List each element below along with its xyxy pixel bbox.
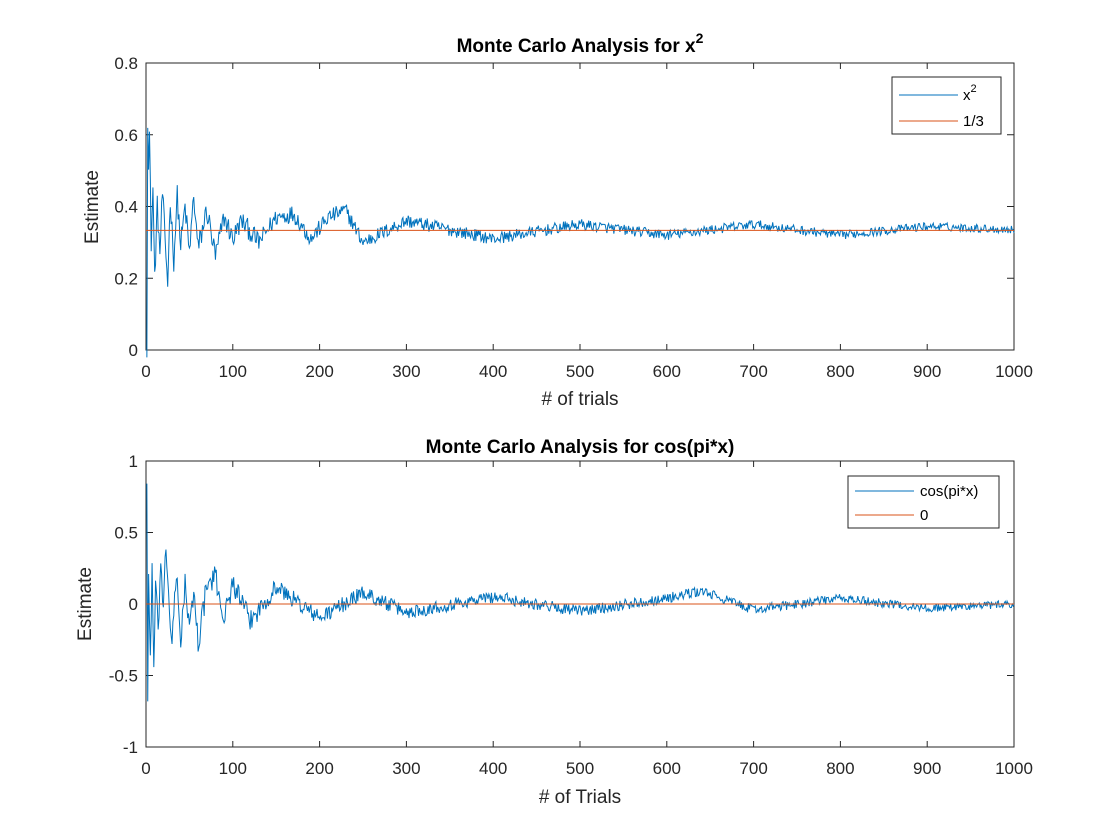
y-ticks: 0 0.2 0.4 0.6 0.8 xyxy=(114,54,1014,360)
x-tick-label: 1000 xyxy=(995,759,1033,778)
x-tick-label: 0 xyxy=(141,759,150,778)
x-tick-label: 400 xyxy=(479,759,507,778)
chart-title: Monte Carlo Analysis for x2 xyxy=(457,30,704,57)
legend-box xyxy=(847,475,1000,529)
x-tick-label: 200 xyxy=(305,759,333,778)
x-tick-label: 300 xyxy=(392,759,420,778)
legend: x2 1/3 xyxy=(891,76,1002,135)
y-tick-label: 0.4 xyxy=(114,198,138,217)
x-tick-label: 1000 xyxy=(995,362,1033,381)
y-tick-label: 0.5 xyxy=(114,524,138,543)
x-tick-label: 700 xyxy=(739,759,767,778)
y-axis-label: Estimate xyxy=(75,567,96,641)
plot-x-squared: 0 100 200 300 400 500 600 700 800 900 1000 0 0.2 0.4… xyxy=(82,30,1033,410)
x-ticks: 0 100 200 300 400 500 600 700 800 900 1000 xyxy=(141,63,1033,381)
y-tick-label: 1 xyxy=(129,452,138,471)
x-tick-label: 900 xyxy=(913,759,941,778)
y-axis-label: Estimate xyxy=(82,170,103,244)
x-tick-label: 800 xyxy=(826,759,854,778)
x-tick-label: 700 xyxy=(739,362,767,381)
x-tick-label: 800 xyxy=(826,362,854,381)
y-tick-label: 0.2 xyxy=(114,269,138,288)
y-tick-label: -0.5 xyxy=(109,667,138,686)
x-tick-label: 500 xyxy=(566,759,594,778)
y-tick-label: 0 xyxy=(129,341,138,360)
x-tick-label: 900 xyxy=(913,362,941,381)
x-tick-label: 100 xyxy=(219,362,247,381)
series-line-estimate xyxy=(146,127,1015,358)
plot-cos-pi-x: 0 100 200 300 400 500 600 700 800 900 1000 -1-0.50… xyxy=(75,437,1033,808)
x-tick-label: 100 xyxy=(219,759,247,778)
y-tick-label: 0 xyxy=(129,595,138,614)
chart-title: Monte Carlo Analysis for cos(pi*x) xyxy=(426,437,735,458)
y-tick-label: -1 xyxy=(123,738,138,757)
series-lines xyxy=(146,483,1015,702)
x-tick-label: 500 xyxy=(566,362,594,381)
y-tick-label: 0.8 xyxy=(114,54,138,73)
x-tick-label: 0 xyxy=(141,362,150,381)
x-tick-label: 400 xyxy=(479,362,507,381)
plot-area xyxy=(145,62,1015,351)
x-tick-label: 200 xyxy=(305,362,333,381)
x-tick-label: 300 xyxy=(392,362,420,381)
series-lines xyxy=(146,127,1015,358)
legend: cos(pi*x) 0 xyxy=(847,475,1000,529)
y-tick-label: 0.6 xyxy=(114,126,138,145)
legend-entry-zero: 0 xyxy=(920,507,928,524)
x-tick-label: 600 xyxy=(653,362,681,381)
x-axis-label: # of Trials xyxy=(539,787,621,808)
legend-entry-one-third: 1/3 xyxy=(963,113,984,130)
legend-entry-cos-pi-x: cos(pi*x) xyxy=(920,483,978,500)
x-ticks: 0 100 200 300 400 500 600 700 800 900 1000 xyxy=(141,461,1033,778)
y-ticks: -1 -0.5 0 0.5 1 xyxy=(109,452,1014,757)
legend-entry-x-squared: x2 xyxy=(963,83,977,104)
x-axis-label: # of trials xyxy=(541,389,618,410)
legend-box xyxy=(891,76,1002,135)
x-tick-label: 600 xyxy=(653,759,681,778)
